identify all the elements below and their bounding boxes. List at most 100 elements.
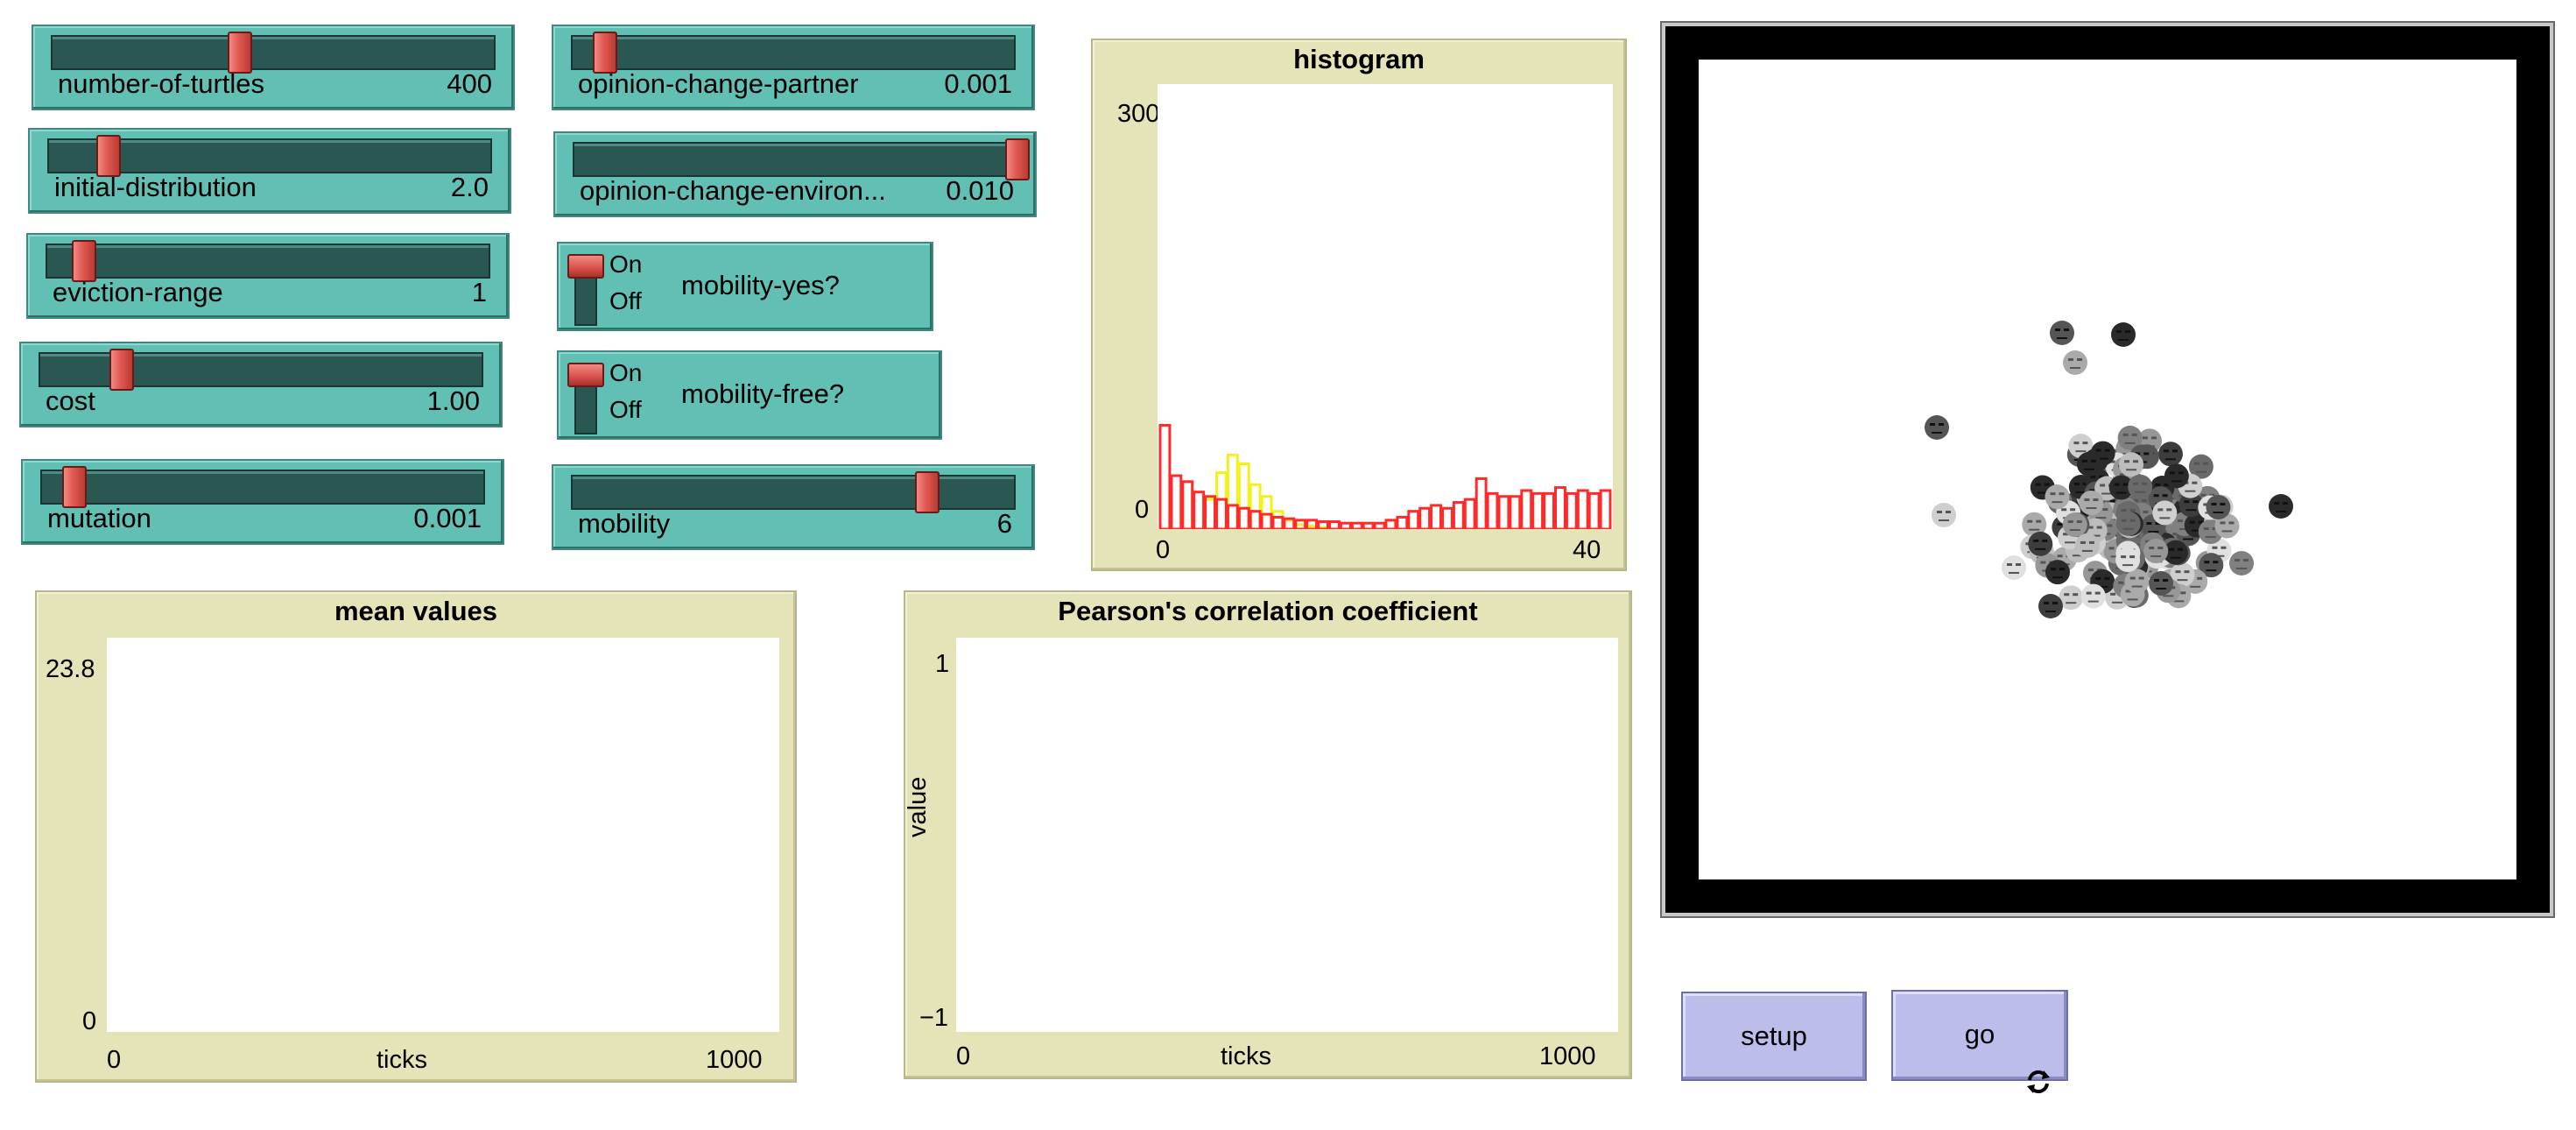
turtle-agent <box>2079 491 2104 516</box>
turtle-agent <box>1925 415 1949 440</box>
x-axis-label: ticks <box>1221 1042 1271 1070</box>
turtle-agent <box>2199 553 2224 578</box>
y-max-tick: 23.8 <box>46 655 95 683</box>
yellow-histogram-bar <box>1271 510 1284 531</box>
turtle-agent <box>2157 441 2183 467</box>
turtle-agent <box>2045 484 2070 510</box>
slider-cost[interactable]: cost 1.00 <box>19 342 503 427</box>
red-histogram-bar <box>1543 491 1556 531</box>
turtle-agent <box>2111 322 2136 347</box>
red-histogram-bar <box>1576 489 1589 531</box>
turtle-agent <box>2117 425 2143 450</box>
y-min-tick: 0 <box>82 1007 97 1035</box>
pearson-svg <box>956 638 1618 1032</box>
switch-knob[interactable] <box>567 254 604 279</box>
red-histogram-bar <box>1170 474 1183 531</box>
turtle-agent <box>2115 511 2141 536</box>
slider-value: 0.010 <box>946 175 1014 206</box>
red-histogram-bar <box>1317 520 1330 531</box>
red-histogram-bar <box>1418 506 1432 531</box>
slider-initial-distribution[interactable]: initial-distribution 2.0 <box>28 128 511 214</box>
go-button[interactable]: go <box>1891 990 2068 1094</box>
slider-thumb[interactable] <box>109 349 134 391</box>
red-histogram-bar <box>1237 506 1250 531</box>
slider-number-of-turtles[interactable]: number-of-turtles 400 <box>32 25 515 110</box>
slider-label: opinion-change-partner <box>578 68 859 99</box>
slider-value: 1 <box>471 277 487 307</box>
switch-off-label: Off <box>609 287 642 314</box>
red-histogram-bar <box>1486 491 1499 531</box>
x-min-tick: 0 <box>1156 536 1171 564</box>
setup-button-label: setup <box>1741 1021 1807 1051</box>
turtle-agent <box>2002 555 2026 580</box>
slider-mobility[interactable]: mobility 6 <box>552 464 1035 550</box>
red-histogram-bar <box>1350 521 1363 531</box>
y-min-tick: −1 <box>919 1004 949 1032</box>
red-histogram-bar <box>1306 519 1319 531</box>
switch-off-label: Off <box>609 396 642 423</box>
x-axis-label: ticks <box>377 1046 427 1074</box>
plot-area <box>1158 84 1613 531</box>
turtle-agent <box>2164 463 2189 489</box>
slider-track[interactable] <box>47 135 492 177</box>
red-histogram-bar <box>1441 506 1453 531</box>
slider-thumb[interactable] <box>915 471 940 513</box>
switch-knob[interactable] <box>567 363 604 387</box>
red-histogram-bar <box>1249 510 1262 531</box>
turtle-agent <box>2128 474 2153 499</box>
red-histogram-bar <box>1430 504 1443 531</box>
red-histogram-bar <box>1193 491 1206 531</box>
yellow-histogram-bar <box>1260 495 1273 531</box>
slider-track[interactable] <box>40 466 485 508</box>
slider-track[interactable] <box>39 349 483 391</box>
turtle-agent <box>2214 513 2240 539</box>
red-histogram-bar <box>1226 504 1239 531</box>
y-min-tick: 0 <box>1135 496 1150 524</box>
switch-label: mobility-free? <box>681 378 845 409</box>
switch-track[interactable] <box>567 254 604 326</box>
turtle-agent <box>2188 454 2214 479</box>
turtle-agent <box>2080 583 2106 609</box>
slider-track[interactable] <box>573 138 1030 180</box>
slider-value: 400 <box>447 68 492 99</box>
slider-thumb[interactable] <box>95 135 121 177</box>
slider-thumb[interactable] <box>1005 138 1030 180</box>
slider-track[interactable] <box>571 32 1016 74</box>
slider-thumb[interactable] <box>72 240 97 282</box>
switch-mobility-yes[interactable]: On Off mobility-yes? <box>557 242 933 331</box>
turtle-agent <box>2062 512 2087 538</box>
slider-track[interactable] <box>51 32 496 74</box>
yellow-histogram-bar <box>1204 498 1216 531</box>
switch-on-label: On <box>609 251 643 278</box>
turtle-agent <box>2038 594 2063 618</box>
slider-thumb[interactable] <box>227 32 252 74</box>
slider-thumb[interactable] <box>593 32 618 74</box>
red-histogram-bar <box>1475 477 1488 531</box>
slider-value: 0.001 <box>944 68 1012 99</box>
slider-track[interactable] <box>571 471 1016 513</box>
slider-eviction-range[interactable]: eviction-range 1 <box>26 233 510 319</box>
setup-button[interactable]: setup <box>1681 992 1867 1081</box>
switch-track[interactable] <box>567 363 604 434</box>
slider-thumb[interactable] <box>62 466 88 508</box>
slider-value: 2.0 <box>450 172 489 202</box>
red-histogram-bar <box>1554 486 1566 531</box>
slider-label: cost <box>46 385 95 416</box>
red-histogram-bar <box>1158 423 1172 531</box>
slider-opinion-change-environment[interactable]: opinion-change-environ... 0.010 <box>553 131 1037 217</box>
slider-track[interactable] <box>46 240 490 282</box>
turtle-agent <box>2076 451 2101 477</box>
slider-mutation[interactable]: mutation 0.001 <box>21 459 504 545</box>
red-histogram-bar <box>1373 521 1386 531</box>
switch-mobility-free[interactable]: On Off mobility-free? <box>557 350 942 440</box>
x-max-tick: 1000 <box>706 1046 763 1074</box>
turtle-agent <box>2074 533 2100 558</box>
slider-opinion-change-partner[interactable]: opinion-change-partner 0.001 <box>552 25 1035 110</box>
plot-area <box>107 638 779 1032</box>
world-view[interactable] <box>1662 23 2553 916</box>
red-histogram-bar <box>1452 501 1465 531</box>
switch-label: mobility-yes? <box>681 270 840 300</box>
world-canvas[interactable] <box>1699 60 2516 879</box>
yellow-histogram-bar <box>1283 519 1296 531</box>
pearson-plot: Pearson's correlation coefficient 1 −1 0… <box>904 590 1632 1079</box>
